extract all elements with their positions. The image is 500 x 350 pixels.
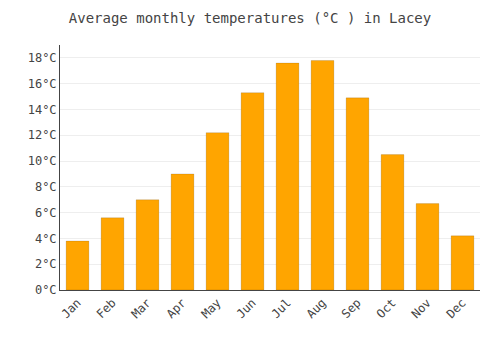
svg-text:Sep: Sep [339, 296, 364, 321]
svg-text:Apr: Apr [164, 296, 189, 321]
svg-text:18°C: 18°C [28, 51, 57, 65]
svg-text:Average monthly temperatures (: Average monthly temperatures (°C ) in La… [69, 10, 431, 26]
svg-text:Feb: Feb [94, 296, 119, 321]
svg-text:Jun: Jun [234, 296, 259, 321]
svg-text:Mar: Mar [129, 296, 154, 321]
svg-text:May: May [199, 296, 224, 321]
svg-text:Aug: Aug [304, 296, 329, 321]
svg-text:10°C: 10°C [28, 154, 57, 168]
svg-text:8°C: 8°C [35, 180, 57, 194]
svg-text:Jan: Jan [59, 296, 84, 321]
svg-text:4°C: 4°C [35, 232, 57, 246]
svg-text:Dec: Dec [444, 296, 469, 321]
svg-text:Oct: Oct [374, 296, 399, 321]
svg-text:Jul: Jul [269, 296, 294, 321]
svg-text:Nov: Nov [409, 296, 434, 321]
svg-text:6°C: 6°C [35, 206, 57, 220]
svg-text:0°C: 0°C [35, 283, 57, 297]
svg-text:12°C: 12°C [28, 128, 57, 142]
svg-text:2°C: 2°C [35, 257, 57, 271]
svg-text:14°C: 14°C [28, 103, 57, 117]
svg-text:16°C: 16°C [28, 77, 57, 91]
